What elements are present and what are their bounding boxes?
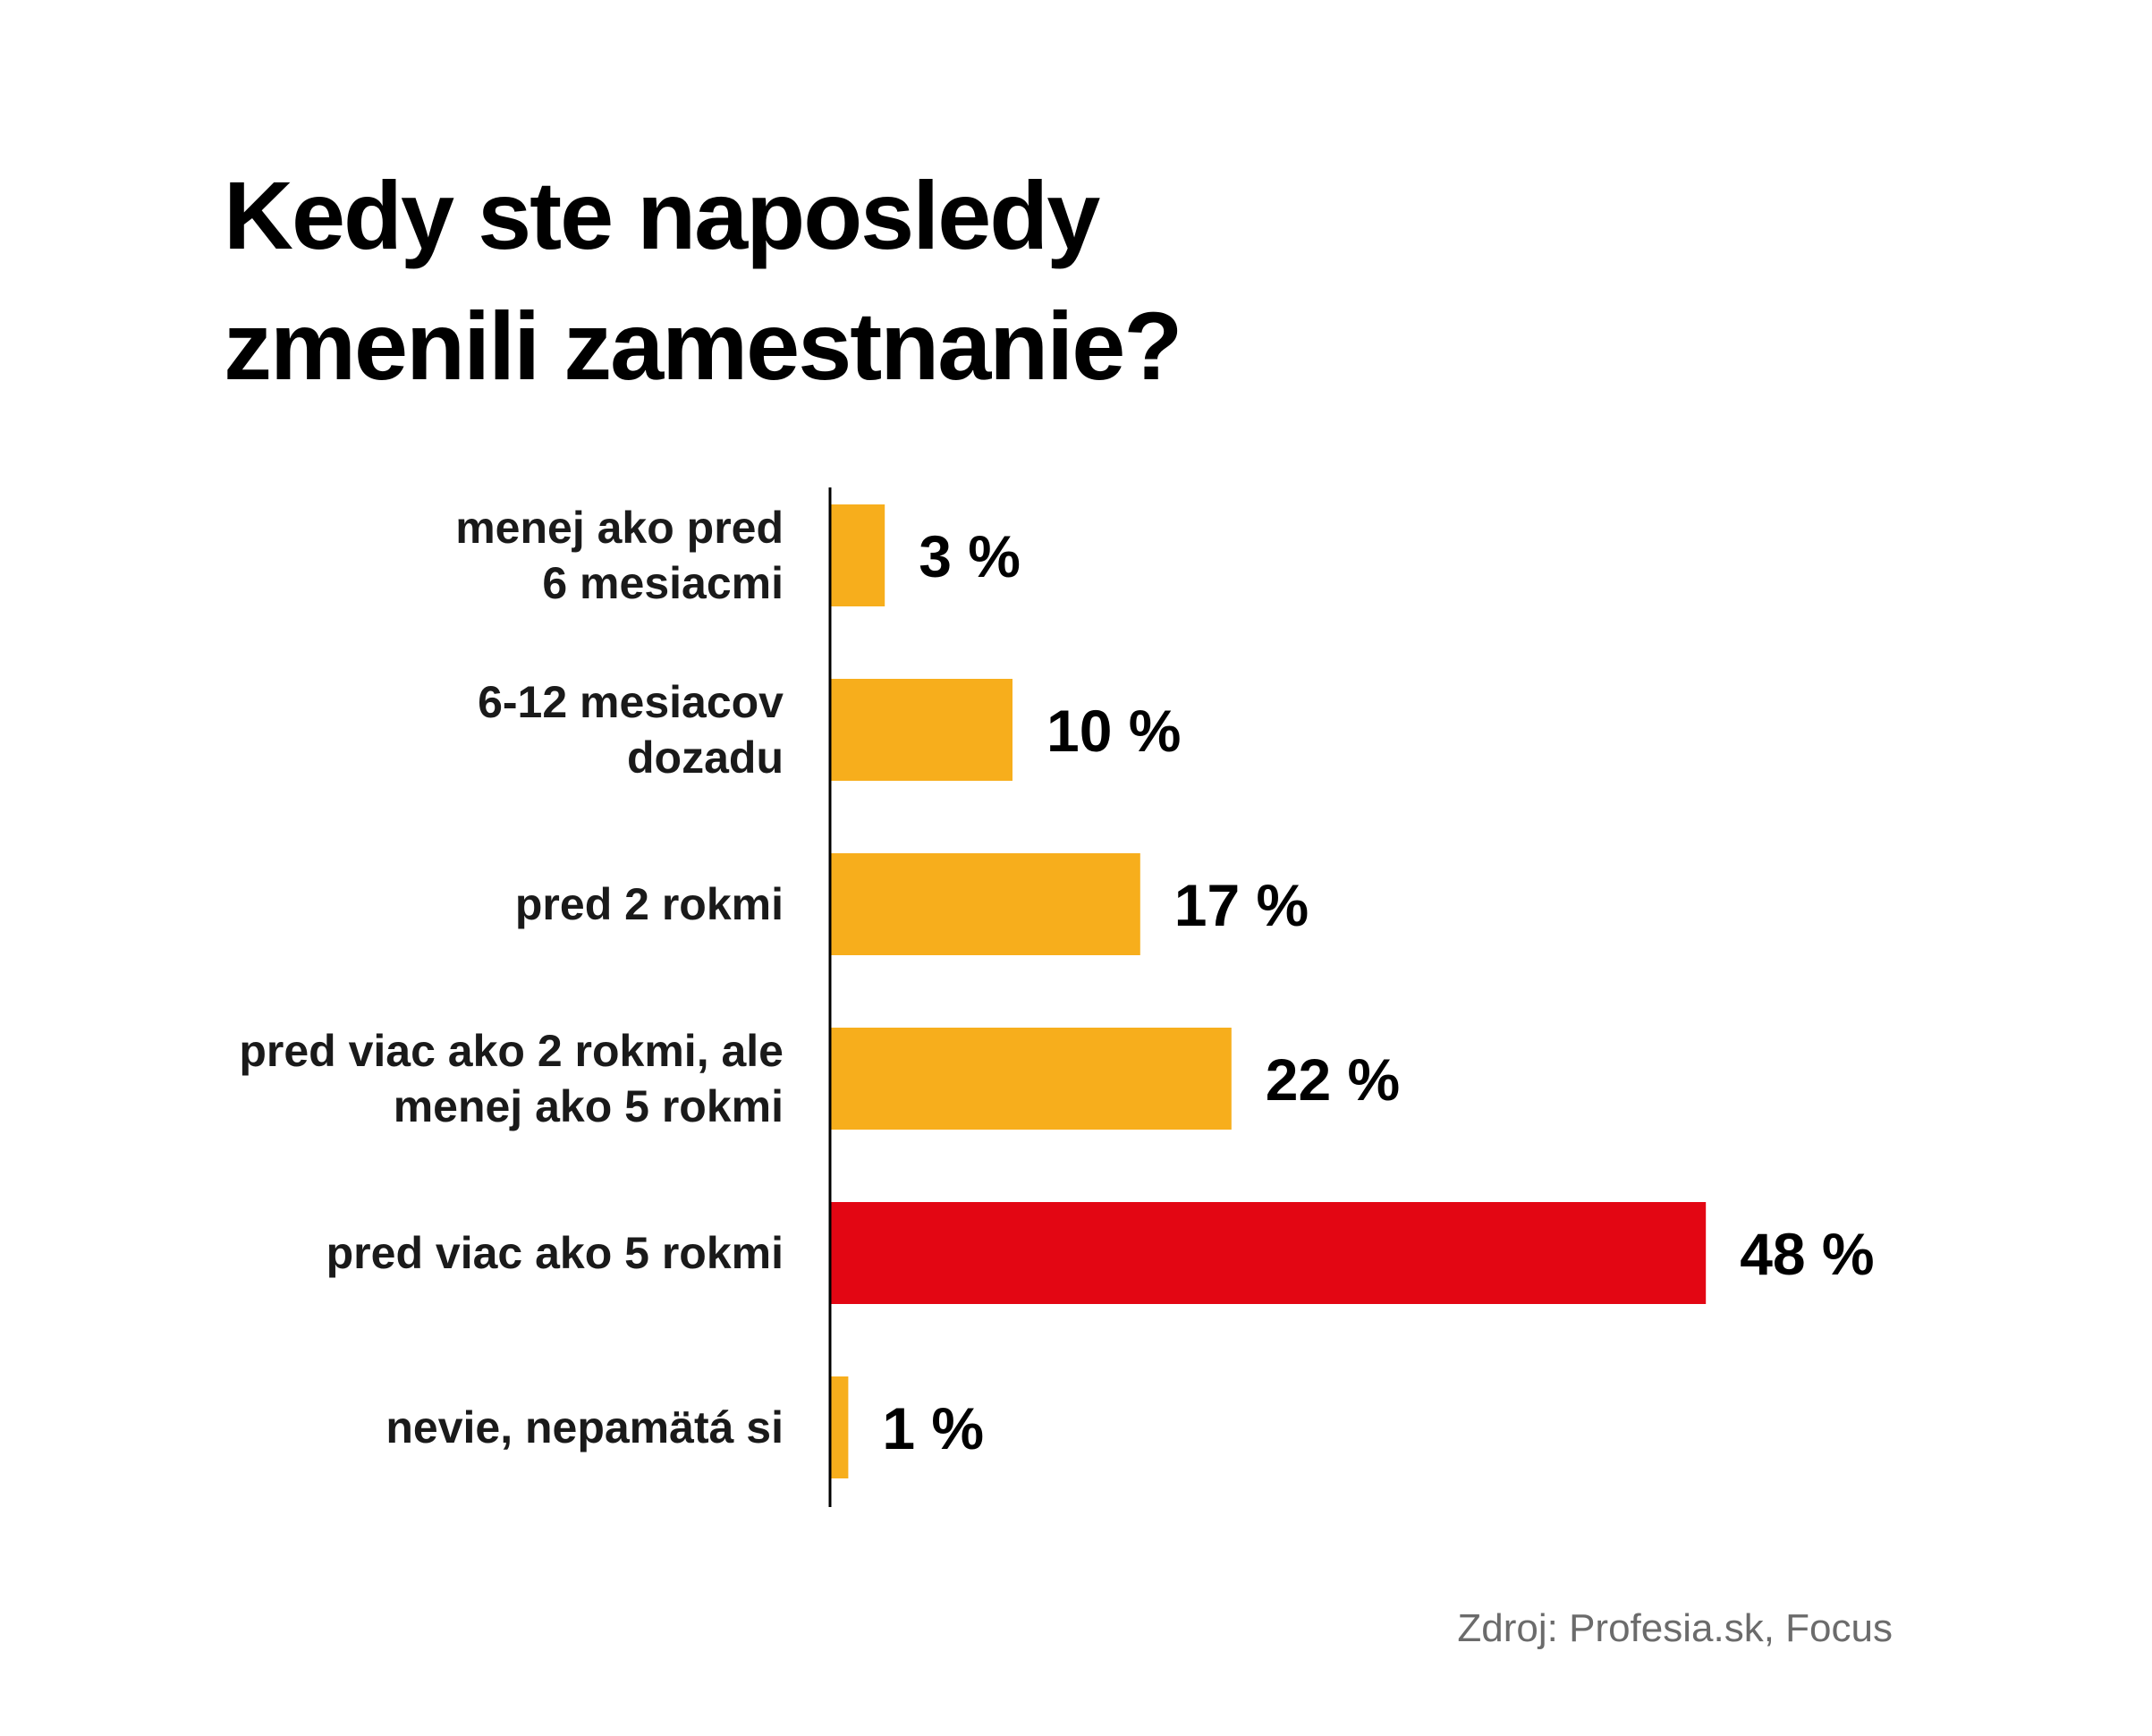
value-labels: 3 % 10 % 17 % 22 % 48 % 1 % — [882, 523, 1874, 1461]
category-label-3: pred 2 rokmi — [515, 879, 784, 929]
chart-title-line-2: zmenili zamestnanie? — [224, 292, 1182, 400]
category-label-5: pred viac ako 5 rokmi — [326, 1228, 784, 1278]
chart-title-line-1: Kedy ste naposledy — [224, 161, 1100, 269]
category-label-line: nevie, nepamätá si — [385, 1402, 784, 1452]
chart-title: Kedy ste naposledy zmenili zamestnanie? — [224, 150, 1655, 411]
bar-2 — [830, 679, 1012, 781]
value-label-6: 1 % — [882, 1395, 984, 1461]
value-label-4: 22 % — [1266, 1046, 1400, 1113]
category-label-line: menej ako pred — [455, 503, 784, 553]
bar-4 — [830, 1028, 1232, 1130]
bar-3 — [830, 853, 1140, 955]
category-label-1: menej ako pred 6 mesiacmi — [455, 503, 784, 608]
value-label-3: 17 % — [1174, 872, 1309, 938]
value-label-2: 10 % — [1046, 698, 1181, 764]
value-label-1: 3 % — [919, 523, 1021, 589]
category-label-line: pred viac ako 2 rokmi, ale — [239, 1026, 784, 1076]
value-label-5: 48 % — [1740, 1221, 1874, 1287]
category-label-line: pred viac ako 5 rokmi — [326, 1228, 784, 1278]
category-label-6: nevie, nepamätá si — [385, 1402, 784, 1452]
category-labels: menej ako pred 6 mesiacmi 6-12 mesiacov doz… — [239, 503, 784, 1452]
bar-6 — [830, 1376, 849, 1478]
category-label-line: menej ako 5 rokmi — [394, 1081, 784, 1131]
category-label-line: pred 2 rokmi — [515, 879, 784, 929]
category-label-4: pred viac ako 2 rokmi, ale menej ako 5 ro… — [239, 1026, 784, 1131]
category-label-line: dozadu — [627, 733, 784, 783]
category-label-line: 6-12 mesiacov — [478, 677, 784, 727]
bar-1 — [830, 504, 885, 606]
category-label-2: 6-12 mesiacov dozadu — [478, 677, 784, 783]
bars — [830, 504, 1707, 1478]
category-label-line: 6 mesiacmi — [542, 558, 784, 608]
source-note: Zdroj: Profesia.sk, Focus — [1457, 1606, 1893, 1650]
bar-5 — [830, 1202, 1707, 1304]
